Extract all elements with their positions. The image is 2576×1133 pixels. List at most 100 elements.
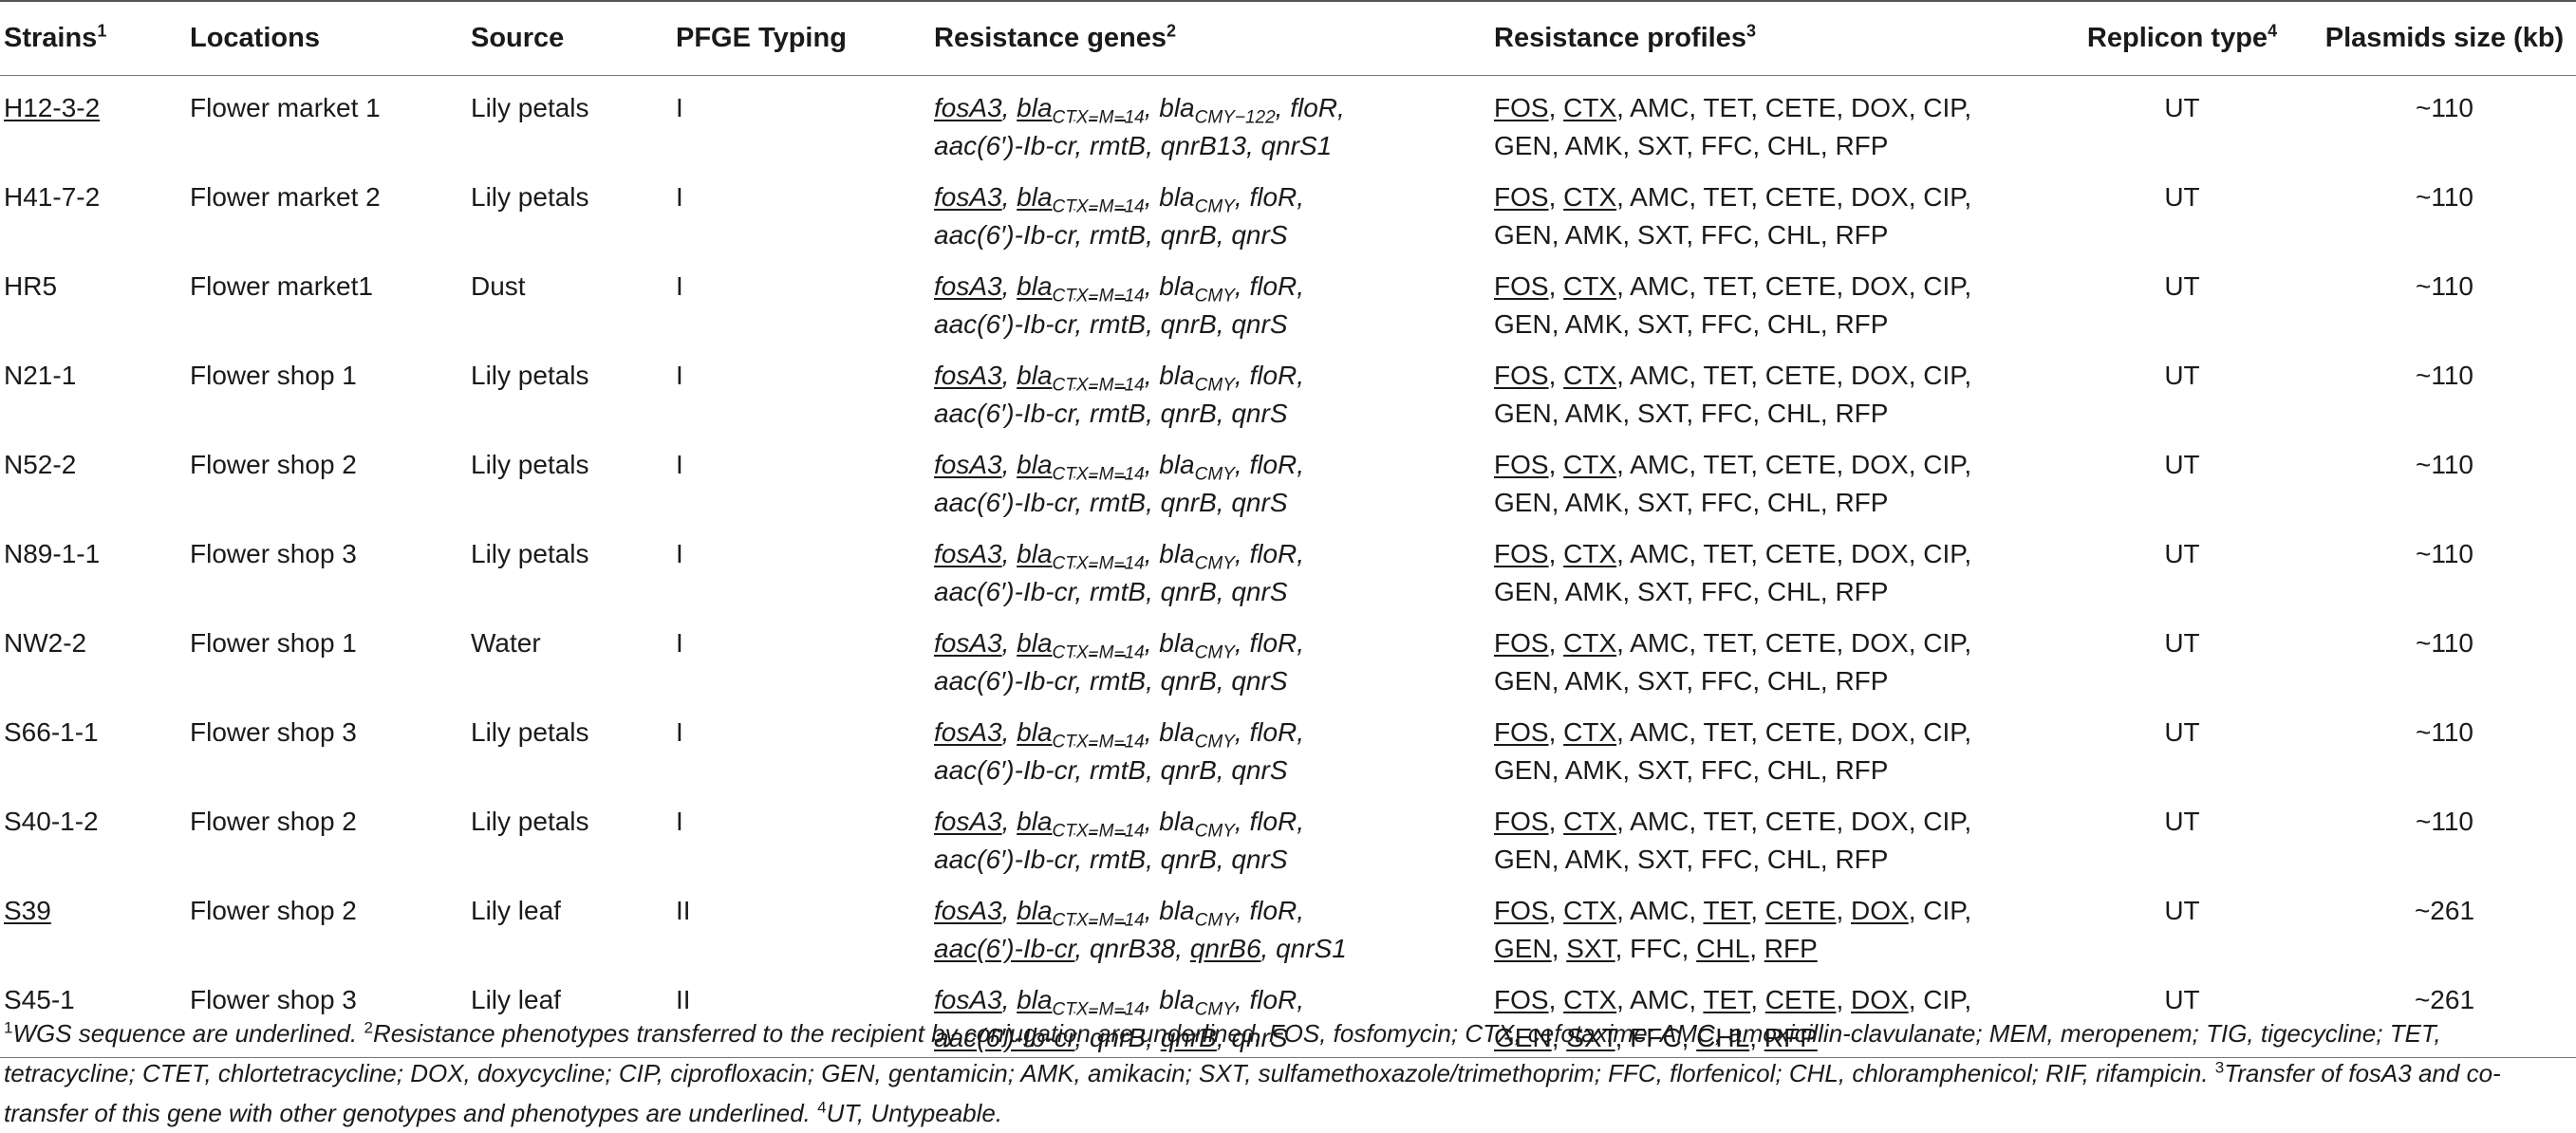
profile-item: CIP (1923, 984, 1965, 1014)
profile-item: GEN (1494, 933, 1552, 963)
source-cell: Lily petals (471, 360, 589, 390)
location-cell: Flower shop 3 (190, 538, 357, 568)
footnote-2: Resistance phenotypes transferred to the… (4, 1019, 2441, 1087)
plasmid-size-cell: ~110 (2416, 92, 2473, 122)
profile-item: CTX (1563, 984, 1617, 1014)
profile-item: AMK (1564, 665, 1623, 696)
gene-item: fosA3 (934, 360, 1002, 390)
profile-item: CHL (1696, 933, 1750, 963)
strain-cell: S39 (0, 879, 190, 968)
gene-item: blaCTX−M−14 (1017, 716, 1145, 752)
profile-item: CIP (1923, 716, 1965, 747)
profile-item: SXT (1636, 130, 1687, 160)
gene-item: rmtB (1089, 130, 1147, 160)
profile-item: CHL (1696, 1022, 1750, 1052)
gene-item: qnrB (1160, 1022, 1217, 1052)
profile-item: FFC (1700, 130, 1753, 160)
profile-item: FOS (1494, 984, 1549, 1014)
gene-subscript: CMY (1194, 196, 1235, 217)
replicon-cell: UT (2164, 627, 2200, 658)
profile-cell: FOS, CTX, AMC, TET, CETE, DOX, CIP, GEN,… (1494, 92, 1972, 160)
gene-item: rmtB (1089, 487, 1147, 517)
pfge-cell: II (676, 895, 691, 925)
profile-item: GEN (1494, 1022, 1552, 1052)
profile-item: CHL (1766, 844, 1820, 874)
gene-item: floR (1249, 895, 1297, 925)
gene-item: aac(6′)-Ib-cr (934, 487, 1075, 517)
strain-name: N52-2 (4, 449, 77, 479)
gene-item: blaCMY (1159, 538, 1235, 574)
profile-item: AMC (1630, 92, 1689, 122)
source-cell: Lily petals (471, 716, 589, 747)
profile-cell: FOS, CTX, AMC, TET, CETE, DOX, CIP, GEN,… (1494, 984, 1972, 1052)
profile-item: DOX (1851, 895, 1909, 925)
plasmid-size-cell: ~261 (2414, 895, 2475, 925)
gene-item: aac(6′)-Ib-cr (934, 398, 1075, 428)
profile-item: AMC (1630, 716, 1689, 747)
profile-item: CIP (1923, 181, 1965, 212)
profile-item: FOS (1494, 92, 1549, 122)
gene-item: rmtB (1089, 844, 1147, 874)
gene-item: aac(6′)-Ib-cr (934, 754, 1075, 785)
strain-cell: S40-1-2 (0, 789, 190, 879)
profile-item: FOS (1494, 806, 1549, 836)
profile-item: FOS (1494, 181, 1549, 212)
gene-item: fosA3 (934, 716, 1002, 747)
strain-name: S39 (4, 895, 51, 925)
source-cell: Lily petals (471, 92, 589, 122)
profile-item: RFP (1835, 219, 1889, 250)
gene-item: qnrS (1231, 487, 1288, 517)
replicon-cell: UT (2164, 360, 2200, 390)
gene-item: floR (1249, 806, 1297, 836)
gene-item: qnrB (1160, 754, 1217, 785)
header-strains: Strains1 (4, 21, 107, 53)
header-replicon: Replicon type4 (2086, 21, 2278, 53)
profile-item: CHL (1766, 754, 1820, 785)
profile-item: CTX (1563, 449, 1617, 479)
gene-item: aac(6′)-Ib-cr (934, 130, 1075, 160)
footnote-marker-3: 3 (2214, 1058, 2225, 1077)
footnote-4: UT, Untypeable. (826, 1099, 1003, 1127)
source-cell: Lily petals (471, 181, 589, 212)
gene-item: floR (1249, 984, 1297, 1014)
gene-item: qnrS (1231, 576, 1288, 606)
gene-item: rmtB (1089, 576, 1147, 606)
location-cell: Flower shop 2 (190, 895, 357, 925)
profile-item: AMC (1630, 270, 1689, 301)
profile-item: GEN (1494, 576, 1552, 606)
profile-item: RFP (1764, 1022, 1818, 1052)
profile-item: GEN (1494, 487, 1552, 517)
pfge-cell: I (676, 538, 683, 568)
profile-item: CIP (1923, 806, 1965, 836)
profile-item: RFP (1835, 398, 1889, 428)
location-cell: Flower shop 2 (190, 806, 357, 836)
profile-item: GEN (1494, 219, 1552, 250)
strain-cell: N89-1-1 (0, 522, 190, 611)
profile-item: CETE (1764, 92, 1837, 122)
profile-item: SXT (1636, 308, 1687, 339)
gene-subscript: CMY (1194, 732, 1235, 752)
profile-item: TET (1703, 984, 1751, 1014)
location-cell: Flower shop 3 (190, 984, 357, 1014)
profile-item: FOS (1494, 360, 1549, 390)
gene-subscript: CTX−M−14 (1052, 107, 1145, 128)
source-cell: Lily petals (471, 806, 589, 836)
profile-item: CETE (1764, 984, 1837, 1014)
profile-item: RFP (1835, 665, 1889, 696)
profile-cell: FOS, CTX, AMC, TET, CETE, DOX, CIP, GEN,… (1494, 360, 1972, 428)
gene-item: blaCMY (1159, 895, 1235, 931)
gene-item: blaCMY (1159, 627, 1235, 663)
profile-item: CTX (1563, 181, 1617, 212)
strain-name: S66-1-1 (4, 716, 99, 747)
pfge-cell: I (676, 270, 683, 301)
gene-subscript: CTX−M−14 (1052, 196, 1145, 217)
gene-item: aac(6′)-Ib-cr (934, 308, 1075, 339)
location-cell: Flower shop 1 (190, 360, 357, 390)
header-plasmid-size: Plasmids size (kb) (2324, 23, 2565, 53)
header-pfge: PFGE Typing (676, 23, 847, 53)
table-row: S45-1 Flower shop 3 Lily leaf II fosA3, blaC… (0, 968, 2576, 1057)
gene-item: fosA3 (934, 627, 1002, 658)
